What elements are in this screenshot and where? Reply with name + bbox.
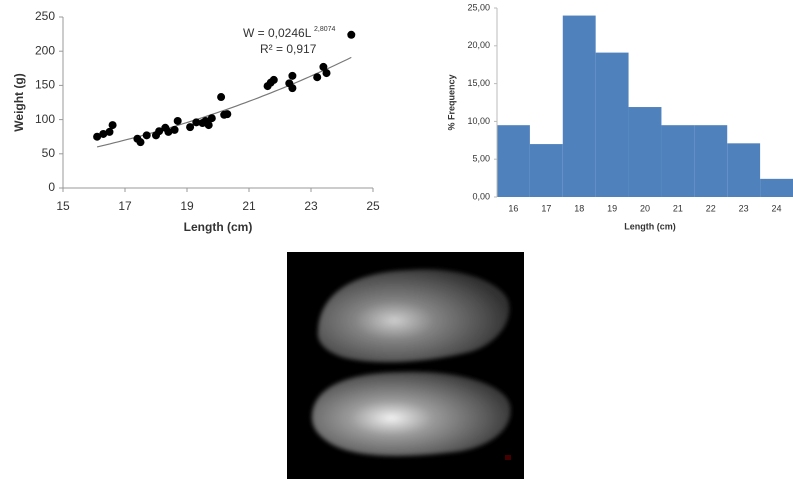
point: [313, 73, 322, 82]
point: [136, 138, 145, 147]
y-axis-label: % Frequency: [446, 74, 456, 130]
x-tick-label: 20: [640, 203, 650, 213]
bar: [628, 107, 662, 197]
y-tick-label: 50: [42, 146, 56, 160]
x-tick-label: 24: [772, 203, 782, 213]
y-tick-label: 20,00: [467, 40, 490, 50]
x-tick-label: 21: [673, 203, 683, 213]
point: [99, 129, 108, 138]
bar: [760, 178, 793, 197]
point: [319, 62, 328, 71]
point: [173, 116, 182, 125]
x-tick-label: 17: [118, 199, 132, 213]
bar: [562, 15, 596, 198]
y-tick-label: 5,00: [472, 154, 490, 164]
bar: [529, 144, 563, 197]
y-tick-label: 0: [48, 180, 55, 194]
point: [105, 127, 114, 136]
x-axis-label: Length (cm): [184, 220, 253, 234]
x-tick-label: 25: [366, 199, 380, 213]
x-tick-label: 19: [607, 203, 617, 213]
equation-exponent: 2,8074: [314, 26, 336, 33]
scale-mark: [505, 455, 511, 460]
trendline: [96, 56, 352, 148]
y-tick-label: 100: [35, 112, 55, 126]
point: [170, 125, 179, 134]
y-tick-label: 250: [35, 9, 55, 23]
x-tick-label: 23: [304, 199, 318, 213]
y-tick-label: 200: [35, 43, 55, 57]
point: [192, 118, 201, 127]
x-tick-label: 21: [242, 199, 256, 213]
r-squared: R² = 0,917: [260, 42, 317, 56]
bar: [661, 125, 695, 197]
x-tick-label: 19: [180, 199, 194, 213]
x-tick-label: 15: [56, 199, 70, 213]
point: [164, 127, 173, 136]
point: [288, 84, 297, 93]
y-axis-label: Weight (g): [12, 73, 26, 131]
point: [93, 132, 102, 141]
point: [108, 121, 117, 130]
bar: [497, 125, 530, 197]
bar: [727, 143, 761, 197]
point: [269, 75, 278, 84]
bar: [694, 125, 728, 197]
point: [155, 127, 164, 136]
point: [322, 69, 331, 78]
point: [142, 131, 151, 140]
x-axis-label: Length (cm): [624, 221, 676, 231]
point: [347, 30, 356, 39]
x-tick-label: 16: [508, 203, 518, 213]
x-tick-label: 17: [541, 203, 551, 213]
point: [207, 114, 216, 123]
point: [217, 93, 226, 102]
y-tick-label: 25,00: [467, 2, 490, 12]
x-tick-label: 23: [739, 203, 749, 213]
point: [288, 71, 297, 80]
y-tick-label: 15,00: [467, 78, 490, 88]
point: [186, 123, 195, 132]
y-tick-label: 10,00: [467, 116, 490, 126]
point: [223, 110, 232, 119]
y-tick-label: 0,00: [472, 191, 490, 201]
otolith-photo: [287, 252, 524, 479]
bar: [595, 52, 629, 197]
x-tick-label: 22: [706, 203, 716, 213]
otolith: [317, 269, 510, 363]
equation: W = 0,0246L: [243, 26, 312, 40]
y-tick-label: 150: [35, 78, 55, 92]
otolith: [311, 371, 511, 456]
x-tick-label: 18: [574, 203, 584, 213]
point: [204, 121, 213, 130]
